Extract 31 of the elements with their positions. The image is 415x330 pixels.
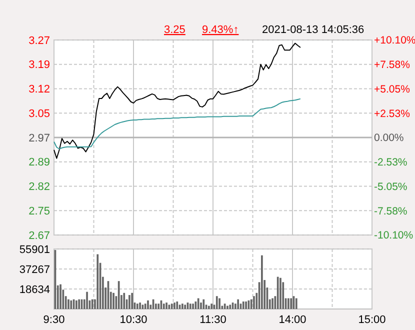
- y2-tick-label: -7.58%: [374, 205, 408, 218]
- y-tick-label: 3.05: [28, 108, 50, 120]
- y-tick-label: 2.67: [28, 230, 50, 242]
- x-tick-label: 10:30: [120, 314, 148, 326]
- y-tick-label: 2.89: [28, 156, 50, 169]
- text: 3.25: [164, 24, 186, 36]
- y-tick-label: 3.12: [28, 84, 50, 96]
- y-tick-label: 3.19: [28, 59, 50, 72]
- y-tick-label: 2.97: [28, 132, 50, 144]
- y2-tick-label: +2.53%: [374, 108, 410, 120]
- y2-tick-label: +7.58%: [374, 59, 410, 72]
- x-tick-label: 11:30: [200, 314, 226, 326]
- y2-tick-label: -5.05%: [374, 180, 408, 193]
- y-tick-label: 55901: [19, 244, 50, 256]
- y-tick-label: 18634: [19, 284, 50, 296]
- text: 9.43%↑: [202, 24, 239, 36]
- y-tick-label: 2.75: [28, 205, 50, 218]
- y-tick-label: 3.27: [28, 34, 50, 47]
- y2-tick-label: +10.10%: [374, 34, 415, 47]
- x-tick-label: 9:30: [43, 314, 65, 326]
- line-series: [54, 42, 301, 159]
- y2-tick-label: +5.05%: [374, 83, 410, 96]
- y-tick-label: 2.82: [28, 181, 50, 194]
- chart-title: 2021-08-13 14:05:36: [262, 24, 364, 36]
- x-tick-label: 14:00: [278, 314, 306, 326]
- y-tick-label: 37267: [19, 264, 50, 276]
- y2-tick-label: -10.10%: [374, 230, 414, 242]
- line-series: [54, 98, 301, 150]
- y2-tick-label: -2.53%: [374, 156, 408, 169]
- x-tick-label: 15:00: [358, 314, 386, 326]
- y2-tick-label: 0.00%: [374, 132, 404, 144]
